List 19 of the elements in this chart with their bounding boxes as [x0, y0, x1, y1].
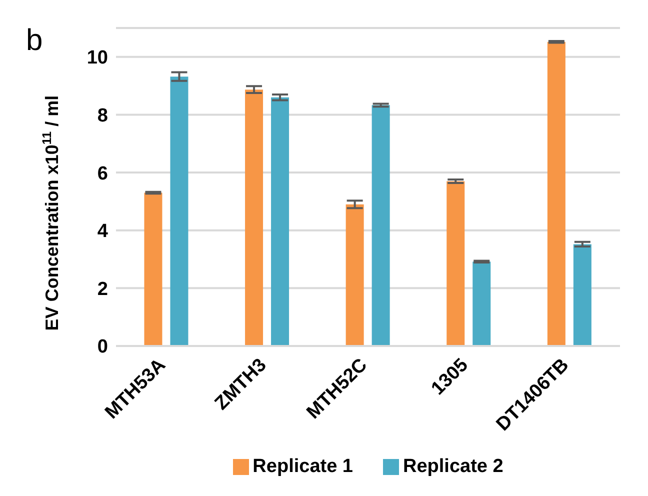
bar: [472, 262, 491, 346]
bar: [573, 244, 592, 346]
bar: [144, 192, 162, 346]
y-tick-label: 8: [97, 105, 108, 126]
bar: [346, 204, 364, 346]
bar: [271, 97, 290, 346]
y-tick-label: 4: [97, 221, 108, 242]
y-tick-label: 0: [97, 336, 108, 358]
bar: [547, 42, 566, 346]
bar: [170, 76, 188, 346]
bar: [245, 90, 264, 346]
bar: [446, 181, 465, 346]
bar: [372, 105, 390, 346]
y-tick-label: 6: [97, 163, 108, 184]
y-tick-label: 2: [97, 278, 108, 300]
legend-label: Replicate 1: [252, 456, 353, 477]
legend-label: Replicate 2: [403, 456, 504, 477]
text: b: [26, 24, 43, 57]
y-tick-label: 10: [86, 48, 108, 69]
